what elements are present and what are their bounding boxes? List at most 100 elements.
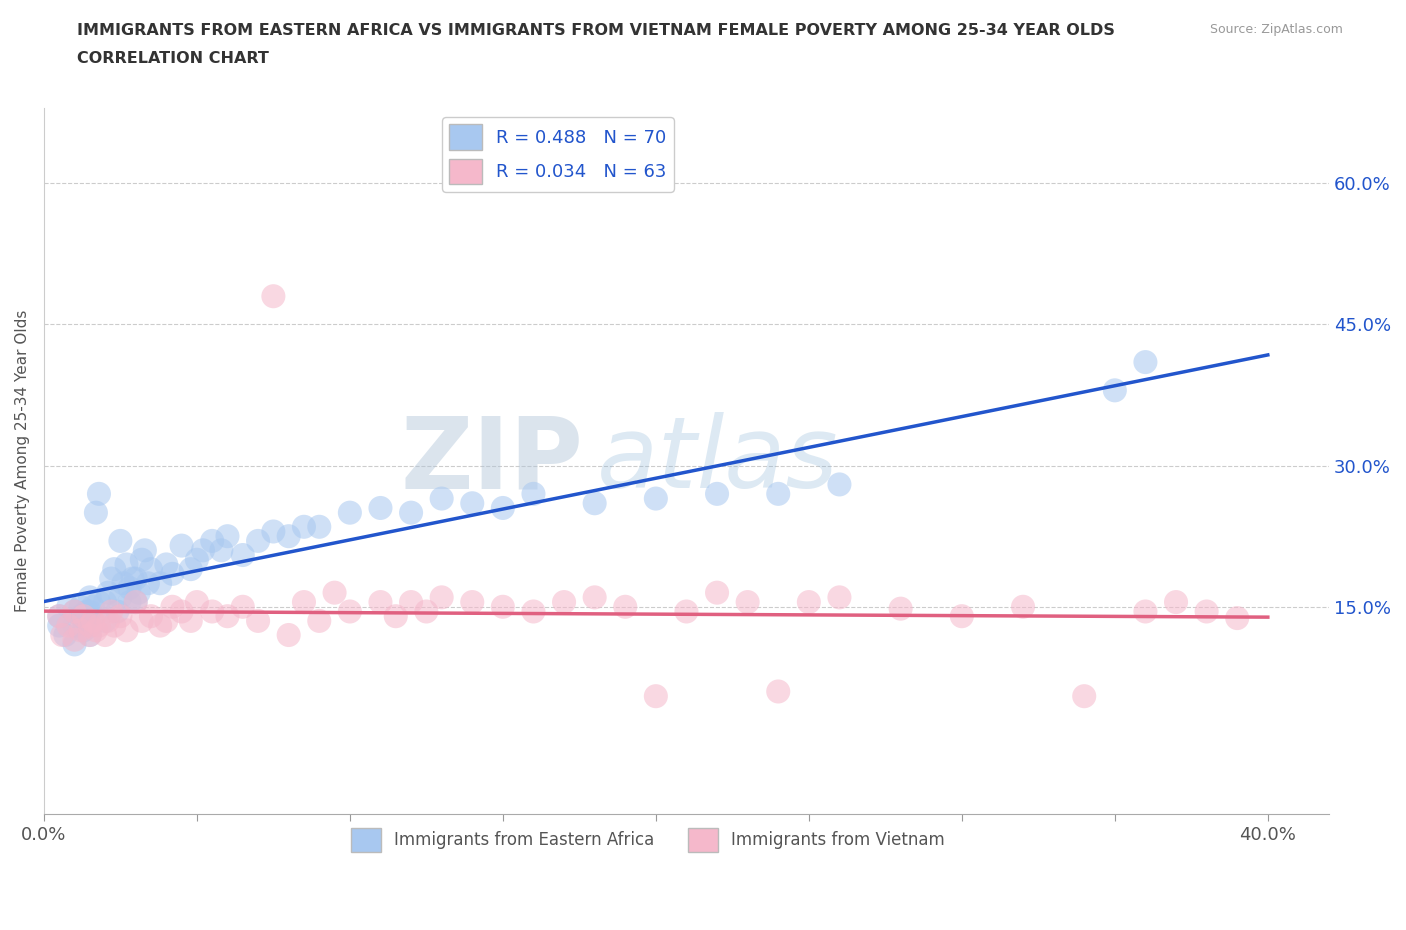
Point <box>583 496 606 511</box>
Point <box>131 614 153 629</box>
Text: ZIP: ZIP <box>401 412 583 510</box>
Point <box>79 590 101 604</box>
Point <box>1226 611 1249 626</box>
Point <box>737 594 759 609</box>
Point <box>162 599 184 614</box>
Text: atlas: atlas <box>596 412 838 510</box>
Point <box>100 604 122 619</box>
Point <box>191 543 214 558</box>
Point <box>277 628 299 643</box>
Point <box>614 599 637 614</box>
Point <box>63 632 86 647</box>
Point <box>79 618 101 633</box>
Point <box>134 543 156 558</box>
Point <box>430 491 453 506</box>
Point <box>828 477 851 492</box>
Point <box>201 604 224 619</box>
Point <box>384 609 406 624</box>
Point <box>73 609 96 624</box>
Point <box>430 590 453 604</box>
Point <box>76 604 98 619</box>
Point <box>768 684 790 699</box>
Point <box>58 599 80 614</box>
Point <box>103 618 125 633</box>
Point <box>103 562 125 577</box>
Point <box>110 590 132 604</box>
Point <box>110 534 132 549</box>
Point <box>583 590 606 604</box>
Point <box>94 594 117 609</box>
Point <box>97 614 120 629</box>
Point <box>1164 594 1187 609</box>
Point <box>118 594 141 609</box>
Point <box>87 486 110 501</box>
Point <box>82 599 104 614</box>
Point <box>262 525 284 539</box>
Point <box>84 623 107 638</box>
Point <box>186 552 208 567</box>
Point <box>139 562 162 577</box>
Point <box>1012 599 1035 614</box>
Point <box>136 576 159 591</box>
Point <box>48 609 70 624</box>
Point <box>118 580 141 595</box>
Point <box>94 614 117 629</box>
Point <box>768 486 790 501</box>
Point <box>644 689 666 704</box>
Point <box>155 557 177 572</box>
Point <box>339 505 361 520</box>
Point <box>63 604 86 619</box>
Point <box>63 637 86 652</box>
Point <box>399 505 422 520</box>
Point <box>48 618 70 633</box>
Text: Source: ZipAtlas.com: Source: ZipAtlas.com <box>1209 23 1343 36</box>
Point <box>53 628 76 643</box>
Legend: Immigrants from Eastern Africa, Immigrants from Vietnam: Immigrants from Eastern Africa, Immigran… <box>344 821 952 858</box>
Y-axis label: Female Poverty Among 25-34 Year Olds: Female Poverty Among 25-34 Year Olds <box>15 310 30 612</box>
Point <box>492 500 515 515</box>
Point <box>292 594 315 609</box>
Point <box>339 604 361 619</box>
Point <box>69 609 91 624</box>
Point <box>217 529 239 544</box>
Point <box>323 585 346 600</box>
Point <box>87 594 110 609</box>
Point <box>69 623 91 638</box>
Point <box>1135 354 1157 369</box>
Point <box>48 609 70 624</box>
Point <box>110 609 132 624</box>
Text: CORRELATION CHART: CORRELATION CHART <box>77 51 269 66</box>
Point <box>675 604 697 619</box>
Point <box>180 562 202 577</box>
Point <box>217 609 239 624</box>
Point <box>79 618 101 633</box>
Point <box>125 594 148 609</box>
Point <box>277 529 299 544</box>
Point <box>522 486 544 501</box>
Point <box>370 500 392 515</box>
Point <box>87 618 110 633</box>
Point <box>186 594 208 609</box>
Point <box>63 604 86 619</box>
Point <box>247 614 270 629</box>
Point <box>522 604 544 619</box>
Point <box>415 604 437 619</box>
Point <box>553 594 575 609</box>
Point <box>125 594 148 609</box>
Point <box>128 585 150 600</box>
Point <box>292 519 315 534</box>
Point <box>492 599 515 614</box>
Point <box>69 599 91 614</box>
Point <box>828 590 851 604</box>
Point <box>706 585 728 600</box>
Point <box>79 604 101 619</box>
Point <box>308 614 330 629</box>
Point <box>1135 604 1157 619</box>
Point <box>201 534 224 549</box>
Point <box>63 618 86 633</box>
Point <box>84 505 107 520</box>
Point <box>94 628 117 643</box>
Point <box>97 585 120 600</box>
Point <box>950 609 973 624</box>
Point <box>149 618 172 633</box>
